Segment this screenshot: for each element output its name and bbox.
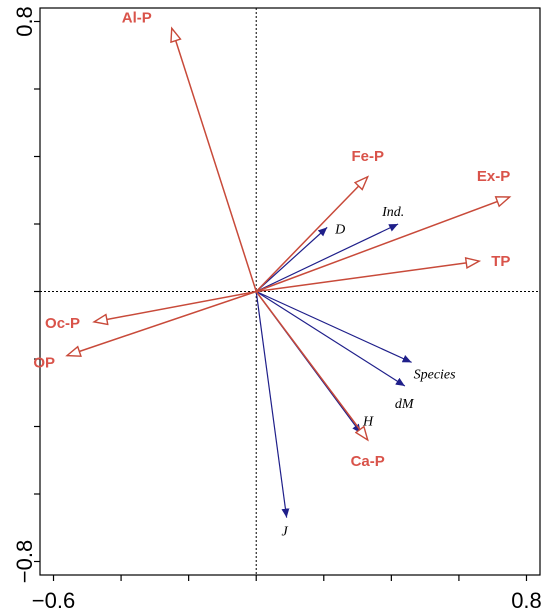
species-label-j: J	[282, 525, 289, 540]
env-vector-op	[67, 290, 257, 356]
species-vector-dm	[255, 290, 406, 387]
species-vector-species	[255, 290, 412, 363]
env-vector-tp	[256, 261, 479, 293]
env-label-oc-p: Oc-P	[45, 315, 80, 332]
env-vector-oc-p	[94, 290, 257, 322]
species-label-ind: Ind.	[381, 205, 404, 220]
y-tick-label: 0.8	[12, 6, 37, 37]
y-tick-label: −0.8	[12, 540, 37, 583]
env-vector-ca-p	[255, 291, 367, 441]
env-label-tp: TP	[491, 253, 510, 270]
species-vector-d	[255, 226, 328, 292]
species-label-species: Species	[414, 367, 457, 382]
env-vector-ex-p	[255, 197, 509, 293]
species-vector-ind	[255, 223, 399, 293]
x-tick-label: 0.8	[511, 588, 542, 613]
vectors-layer	[67, 28, 510, 518]
axes-layer: −0.6 0.8 0.8 −0.8	[12, 6, 542, 613]
species-vector-j	[255, 291, 290, 518]
env-label-ca-p: Ca-P	[351, 453, 385, 470]
species-label-d: D	[334, 222, 345, 237]
species-label-dm: dM	[395, 397, 415, 412]
env-vector-al-p	[172, 28, 257, 292]
x-tick-label: −0.6	[32, 588, 75, 613]
env-label-al-p: Al-P	[122, 9, 152, 26]
env-label-ex-p: Ex-P	[477, 168, 510, 185]
env-label-fe-p: Fe-P	[351, 148, 384, 165]
env-vector-fe-p	[255, 177, 367, 293]
species-label-h: H	[362, 414, 374, 429]
env-label-op: OP	[33, 355, 55, 372]
labels-layer: D Ind. Species dM H J Al-P Fe-P Ex-P TP Oc-P OP Ca-P	[33, 9, 510, 539]
